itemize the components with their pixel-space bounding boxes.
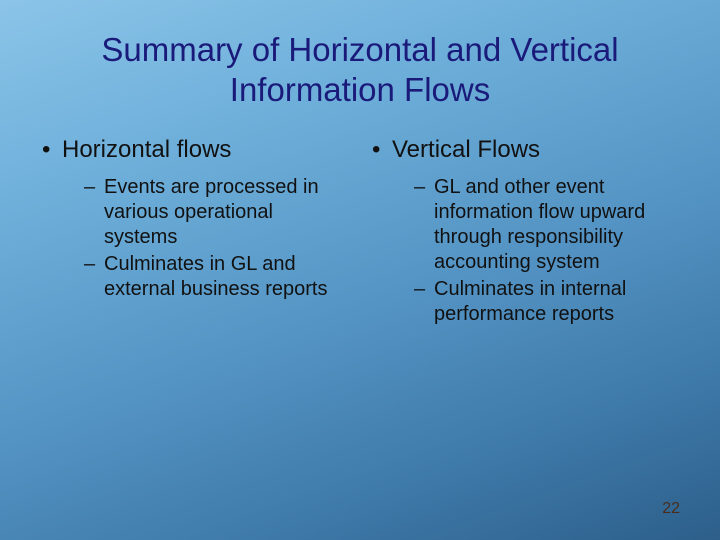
column-right: Vertical Flows GL and other event inform… (370, 135, 680, 329)
bullet-level2: Events are processed in various operatio… (40, 175, 350, 250)
bullet-level2: GL and other event information flow upwa… (370, 175, 680, 275)
bullet-level1: Vertical Flows (370, 135, 680, 165)
page-number: 22 (662, 500, 680, 518)
slide: Summary of Horizontal and Vertical Infor… (0, 0, 720, 540)
bullet-level1: Horizontal flows (40, 135, 350, 165)
bullet-level2: Culminates in internal performance repor… (370, 277, 680, 327)
bullet-level2: Culminates in GL and external business r… (40, 252, 350, 302)
content-columns: Horizontal flows Events are processed in… (40, 135, 680, 329)
slide-title: Summary of Horizontal and Vertical Infor… (40, 30, 680, 109)
column-left: Horizontal flows Events are processed in… (40, 135, 350, 329)
